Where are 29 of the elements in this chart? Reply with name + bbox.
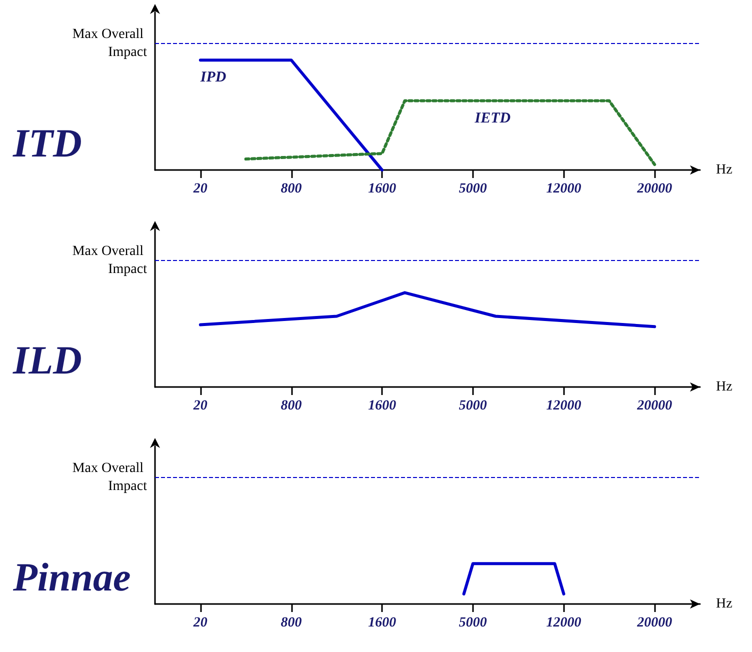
x-tick-label: 800 bbox=[280, 398, 302, 414]
x-tick-label: 12000 bbox=[546, 398, 582, 414]
text: ILD bbox=[12, 338, 82, 382]
x-axis-title: Hz bbox=[716, 380, 732, 394]
x-tick-label: 12000 bbox=[546, 616, 582, 630]
series-label: IPD bbox=[199, 70, 226, 86]
x-axis-title: Hz bbox=[716, 162, 732, 178]
x-tick-label: 20 bbox=[192, 182, 208, 196]
x-tick-label: 12000 bbox=[546, 182, 582, 196]
x-tick-label: 20000 bbox=[636, 616, 672, 630]
ref-line-label: Max Overall Impact bbox=[72, 27, 148, 60]
x-tick-label: 20 bbox=[192, 616, 208, 630]
text: ITD bbox=[12, 120, 82, 166]
x-axis-title: Hz bbox=[716, 596, 732, 612]
chart-title: Pinnae bbox=[12, 554, 131, 600]
x-tick-label: 5000 bbox=[458, 398, 487, 414]
x-tick-label: 1600 bbox=[368, 616, 396, 630]
ref-line-label: Max Overall Impact bbox=[72, 244, 148, 278]
series-label: IETD bbox=[474, 110, 511, 126]
ref-line-label: Max Overall Impact bbox=[72, 461, 148, 494]
x-tick-label: 20000 bbox=[636, 398, 672, 414]
x-tick-label: 1600 bbox=[368, 182, 396, 196]
x-tick-label: 1600 bbox=[368, 398, 396, 414]
x-tick-label: 20 bbox=[192, 398, 208, 414]
x-tick-label: 5000 bbox=[458, 616, 487, 630]
x-tick-label: 5000 bbox=[458, 182, 487, 196]
x-tick-label: 20000 bbox=[636, 182, 672, 196]
x-tick-label: 800 bbox=[280, 182, 302, 196]
x-tick-label: 800 bbox=[280, 616, 302, 630]
